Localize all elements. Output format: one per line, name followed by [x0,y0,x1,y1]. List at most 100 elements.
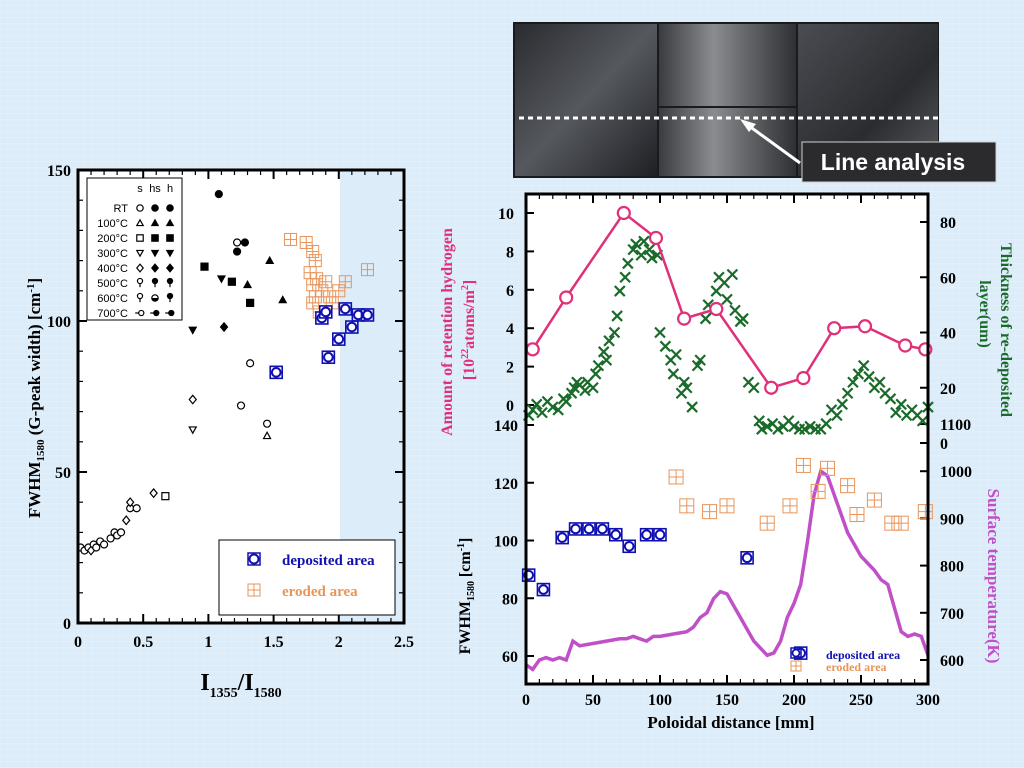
photo-tile-center-top [659,24,796,106]
left-point-eroded [306,245,320,259]
left-point-deposited [360,308,375,322]
left-point-temperature [246,359,255,368]
callout-box [801,141,997,183]
right-legend-eroded-label: eroded area [826,660,887,674]
left-point-temperature [125,497,135,508]
fwhm-point-deposited [595,522,610,536]
hydrogen-tick-label: 8 [506,244,514,261]
inset-legend-marker [166,277,174,288]
thickness-point [630,238,642,250]
left-point-eroded [338,275,352,289]
thickness-point [589,368,602,380]
thickness-point [836,398,849,411]
left-legend-deposited-label: deposited area [282,553,375,569]
left-xtick-label: 0 [74,634,82,651]
hydrogen-point [918,342,933,357]
fwhm-point-eroded [702,504,718,520]
left-point-temperature [232,238,242,247]
left-point-temperature [106,534,115,543]
left-legend: deposited area eroded area [218,539,396,616]
left-point-eroded [319,275,333,289]
inset-legend-marker [166,234,174,242]
fwhm-point-deposited [555,530,569,545]
fwhm-point-eroded [668,469,684,485]
inset-legend-marker [136,234,144,242]
left-point-deposited [331,332,346,346]
left-point-temperature [188,394,198,405]
right-chart: 0 50 100 150 200 250 3000246810020406080608010… [439,192,1014,732]
thickness-point [638,235,650,248]
thickness-point [643,243,656,256]
fwhm-point-eroded [849,507,865,523]
right-plot-background [526,194,928,684]
fwhm-point-deposited [653,527,667,542]
fwhm-point-deposited [639,527,654,542]
inset-legend-marker [165,309,175,317]
thickness-point [667,368,680,380]
inset-legend-row-label: 400°C [97,263,128,275]
left-point-temperature [116,528,126,537]
fwhm-point-eroded [840,478,856,494]
inset-legend-marker [150,309,160,317]
fwhm-tick-label: 60 [502,649,518,666]
hydrogen-point [525,342,540,357]
left-ytick-label: 100 [47,314,71,331]
left-point-temperature [246,298,255,307]
fwhm-point-eroded [820,460,835,476]
thickness-point [847,376,859,389]
inset-legend-row-label: 500°C [97,278,128,290]
bottom-left-ylabel: FWHM1580 [cm-1] [456,538,477,655]
left-ytick-label: 0 [63,616,71,633]
thickness-point [622,257,634,270]
inset-legend-marker [136,204,144,212]
fwhm-tick-label: 140 [494,418,518,435]
left-point-temperature [278,295,288,304]
hydrogen-tick-label: 2 [506,360,514,377]
inset-legend-body: s hs h RT 100°C 200°C 300°C 400°C 500°C 600°C 700°… [97,183,175,320]
hydrogen-point [857,319,873,334]
thickness-point [600,354,613,366]
top-left-ylabel-line1: Amount of retention hydrogen [439,228,456,436]
fwhm-point-deposited [608,527,623,542]
temperature-tick-label: 900 [940,511,964,528]
thickness-point [831,409,843,422]
fwhm-point-eroded [782,498,798,514]
left-point-temperature [214,190,223,199]
left-point-temperature [99,540,109,549]
left-point-deposited [321,350,336,365]
hydrogen-tick-label: 4 [506,321,514,338]
left-point-deposited [338,302,353,316]
left-point-temperature [121,515,131,526]
left-xlabel: I1355/I1580 [200,670,281,701]
fwhm-point-eroded [866,492,882,508]
hydrogen-point [616,205,631,221]
left-point-temperature [188,426,198,435]
left-point-eroded [284,232,298,246]
top-right-ylabel-line2: layer(um) [976,280,993,348]
hydrogen-tick-label: 0 [506,398,514,415]
left-point-temperature [200,262,209,271]
inset-legend-row-label: 100°C [97,218,128,230]
left-point-temperature [243,280,253,289]
right-xtick-label: 0 [522,692,530,709]
right-legend-eroded-marker [790,660,802,672]
right-xtick-label: 150 [715,692,739,709]
hydrogen-point [709,301,724,317]
thickness-point [536,406,548,419]
thickness-point [560,395,572,408]
right-plot-frame [524,192,930,686]
right-legend: deposited area eroded area [790,647,900,674]
fwhm-point-eroded [795,457,811,473]
hydrogen-line [531,211,926,390]
thickness-point [863,370,875,383]
top-left-ylabel-line2: [1022atoms/m2] [460,280,478,380]
inset-legend-column-header: hs [149,183,161,195]
fwhm-tick-label: 120 [494,476,518,493]
thickness-point [592,359,605,372]
inset-legend-marker [165,218,175,227]
right-xtick-label: 300 [916,692,940,709]
hydrogen-point [677,311,692,326]
left-data-series [269,232,375,380]
callout-arrow-head [740,119,756,132]
